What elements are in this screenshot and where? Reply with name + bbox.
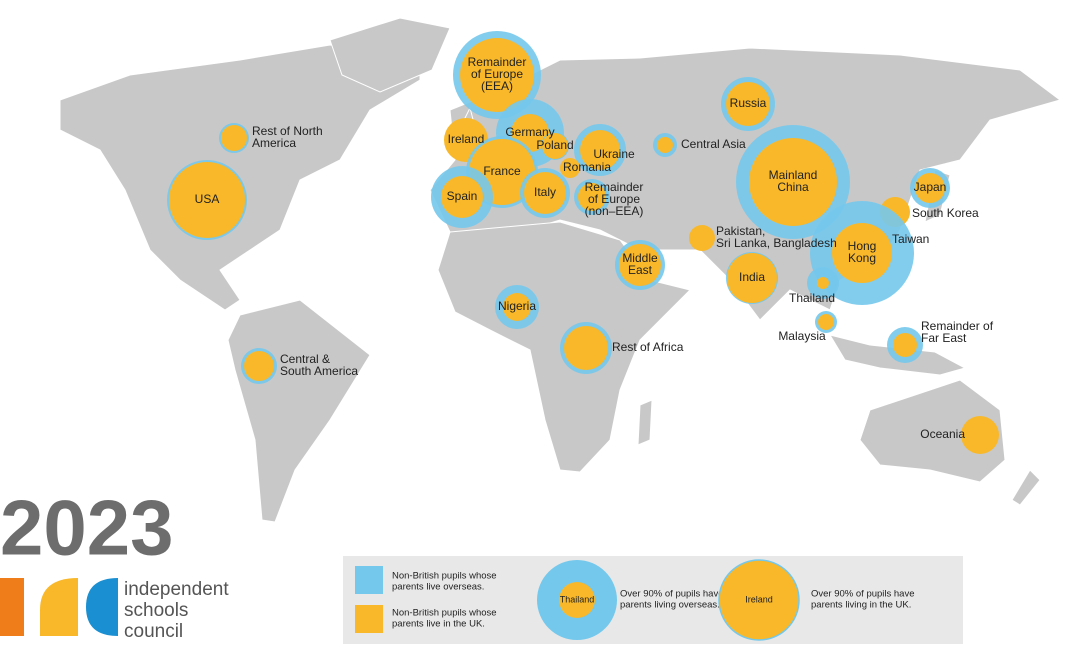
region-label: Taiwan: [892, 232, 929, 246]
region-label: Ireland: [448, 132, 485, 146]
region-label: East: [628, 263, 653, 277]
uk-bubble: [524, 172, 566, 214]
uk-bubble: [542, 133, 568, 159]
uk-bubble: [893, 333, 917, 357]
region-label: Pakistan,: [716, 224, 765, 238]
region-label: Hong: [848, 239, 877, 253]
region-label: Remainder of: [921, 319, 994, 333]
legend-swatch: [355, 605, 383, 633]
uk-bubble: [817, 277, 829, 289]
legend-text: Non-British pupils whose: [392, 608, 497, 619]
region-label: Remainder: [468, 55, 527, 69]
region-label: Malaysia: [778, 329, 826, 343]
uk-bubble: [657, 137, 673, 153]
uk-bubble: [619, 244, 661, 286]
legend-example: [718, 559, 800, 641]
region-label: Central &: [280, 352, 330, 366]
region-label: Oceania: [920, 427, 965, 441]
uk-bubble: [503, 293, 531, 321]
region-label: (EEA): [481, 79, 513, 93]
legend-text: parents live in the UK.: [392, 619, 485, 630]
legend-text: parents living overseas.: [620, 600, 720, 611]
region-label: Thailand: [789, 291, 835, 305]
uk-bubble: [727, 253, 777, 303]
legend-swatch: [355, 566, 383, 594]
legend-text: Over 90% of pupils have: [811, 589, 915, 600]
region-label: Remainder: [585, 180, 644, 194]
region-label: Spain: [447, 189, 478, 203]
uk-bubble: [832, 223, 892, 283]
legend-example-label: Thailand: [560, 594, 595, 604]
legend-example-label: Ireland: [745, 594, 773, 604]
region-label: South Korea: [912, 206, 979, 220]
region-label: Russia: [730, 96, 767, 110]
legend-text: Non-British pupils whose: [392, 571, 497, 582]
region-label: Kong: [848, 251, 876, 265]
logo-year: 2023: [0, 484, 174, 572]
region-label: South America: [280, 364, 358, 378]
region-label: India: [739, 270, 765, 284]
logo-bar: [86, 578, 118, 636]
uk-bubble: [564, 326, 608, 370]
region-label: Ukraine: [593, 147, 635, 161]
region-label: Central Asia: [681, 137, 746, 151]
uk-bubble: [441, 176, 483, 218]
uk-bubble: [749, 138, 837, 226]
uk-bubble: [818, 314, 834, 330]
legend-text: Over 90% of pupils have: [620, 589, 724, 600]
new-zealand: [1011, 469, 1041, 506]
uk-bubble: [560, 158, 580, 178]
uk-bubble: [915, 173, 945, 203]
south-america: [227, 299, 371, 523]
uk-bubble: [580, 130, 620, 170]
madagascar: [637, 399, 653, 446]
region-label: of Europe: [471, 67, 523, 81]
uk-bubble: [221, 125, 247, 151]
logo-text: schools: [124, 600, 188, 621]
region-label: Germany: [505, 125, 554, 139]
region-label: of Europe: [588, 192, 640, 206]
region-label: China: [777, 180, 809, 194]
logo-bar: [0, 578, 24, 636]
legend-example: [559, 582, 595, 618]
greenland: [329, 17, 451, 93]
logo: 2023 independent schools council: [0, 484, 229, 642]
region-label: (non–EEA): [585, 204, 644, 218]
logo-text: independent: [124, 579, 229, 600]
region-label: Nigeria: [498, 299, 536, 313]
uk-bubble: [460, 38, 534, 112]
region-label: America: [252, 136, 296, 150]
uk-bubble: [244, 351, 274, 381]
legend-text: parents living in the UK.: [811, 600, 911, 611]
region-label: Japan: [914, 180, 947, 194]
uk-bubble: [726, 82, 770, 126]
region-label: Sri Lanka, Bangladesh: [716, 236, 837, 250]
region-label: Far East: [921, 331, 967, 345]
logo-bar: [40, 578, 78, 636]
uk-bubble: [689, 225, 715, 251]
region-label: Romania: [563, 160, 611, 174]
region-label: Italy: [534, 185, 556, 199]
uk-bubble: [578, 183, 606, 211]
region-label: Mainland: [769, 168, 818, 182]
uk-bubble: [169, 162, 245, 238]
region-label: Rest of Africa: [612, 340, 684, 354]
logo-text: council: [124, 621, 183, 642]
uk-bubble: [961, 416, 999, 454]
legend-text: parents live overseas.: [392, 582, 484, 593]
region-label: Rest of North: [252, 124, 323, 138]
region-label: USA: [195, 192, 220, 206]
region-label: Poland: [536, 138, 573, 152]
region-label: France: [483, 164, 521, 178]
legend-box: [343, 556, 963, 644]
australia: [859, 379, 1006, 483]
region-label: Middle: [622, 251, 658, 265]
